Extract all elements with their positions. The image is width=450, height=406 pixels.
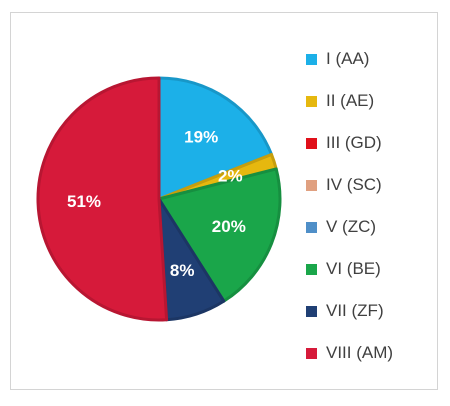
pie-slice-1 [157, 76, 273, 201]
legend-label-5: V (ZC) [326, 217, 377, 236]
slice-label-6: 20% [212, 217, 246, 236]
legend-item-3: III (GD) [306, 122, 393, 164]
legend-item-2: II (AE) [306, 80, 393, 122]
legend-swatch-6 [306, 263, 317, 275]
legend-swatch-2 [306, 95, 317, 107]
legend-label-3: III (GD) [326, 133, 382, 152]
legend-swatch-8 [306, 347, 317, 359]
legend-item-7: VII (ZF) [306, 290, 393, 332]
slice-label-7: 8% [170, 261, 195, 280]
legend-label-4: IV (SC) [326, 175, 382, 194]
chart-legend: I (AA) II (AE) III (GD) IV (SC) V (ZC) VI (BE… [306, 38, 393, 374]
legend-swatch-4 [306, 179, 317, 191]
slice-label-2: 2% [218, 166, 243, 185]
pie-slices [36, 76, 282, 322]
slice-label-1: 19% [184, 128, 218, 147]
legend-label-1: I (AA) [326, 49, 370, 68]
legend-swatch-5 [306, 221, 317, 233]
legend-item-5: V (ZC) [306, 206, 393, 248]
legend-label-2: II (AE) [326, 91, 375, 110]
slice-labels: 19%2% 20% 8% 51% [67, 128, 246, 280]
legend-item-6: VI (BE) [306, 248, 393, 290]
legend-item-1: I (AA) [306, 38, 393, 80]
legend-swatch-1 [306, 53, 317, 65]
slice-label-8: 51% [67, 192, 101, 211]
legend-label-6: VI (BE) [326, 259, 381, 278]
legend-label-8: VIII (AM) [326, 343, 394, 362]
legend-item-4: IV (SC) [306, 164, 393, 206]
pie-slice-8 [36, 76, 169, 322]
pie-slice-6 [157, 167, 282, 303]
legend-swatch-7 [306, 305, 317, 317]
legend-item-8: VIII (AM) [306, 332, 393, 374]
legend-label-7: VII (ZF) [326, 301, 384, 320]
legend-swatch-3 [306, 137, 317, 149]
